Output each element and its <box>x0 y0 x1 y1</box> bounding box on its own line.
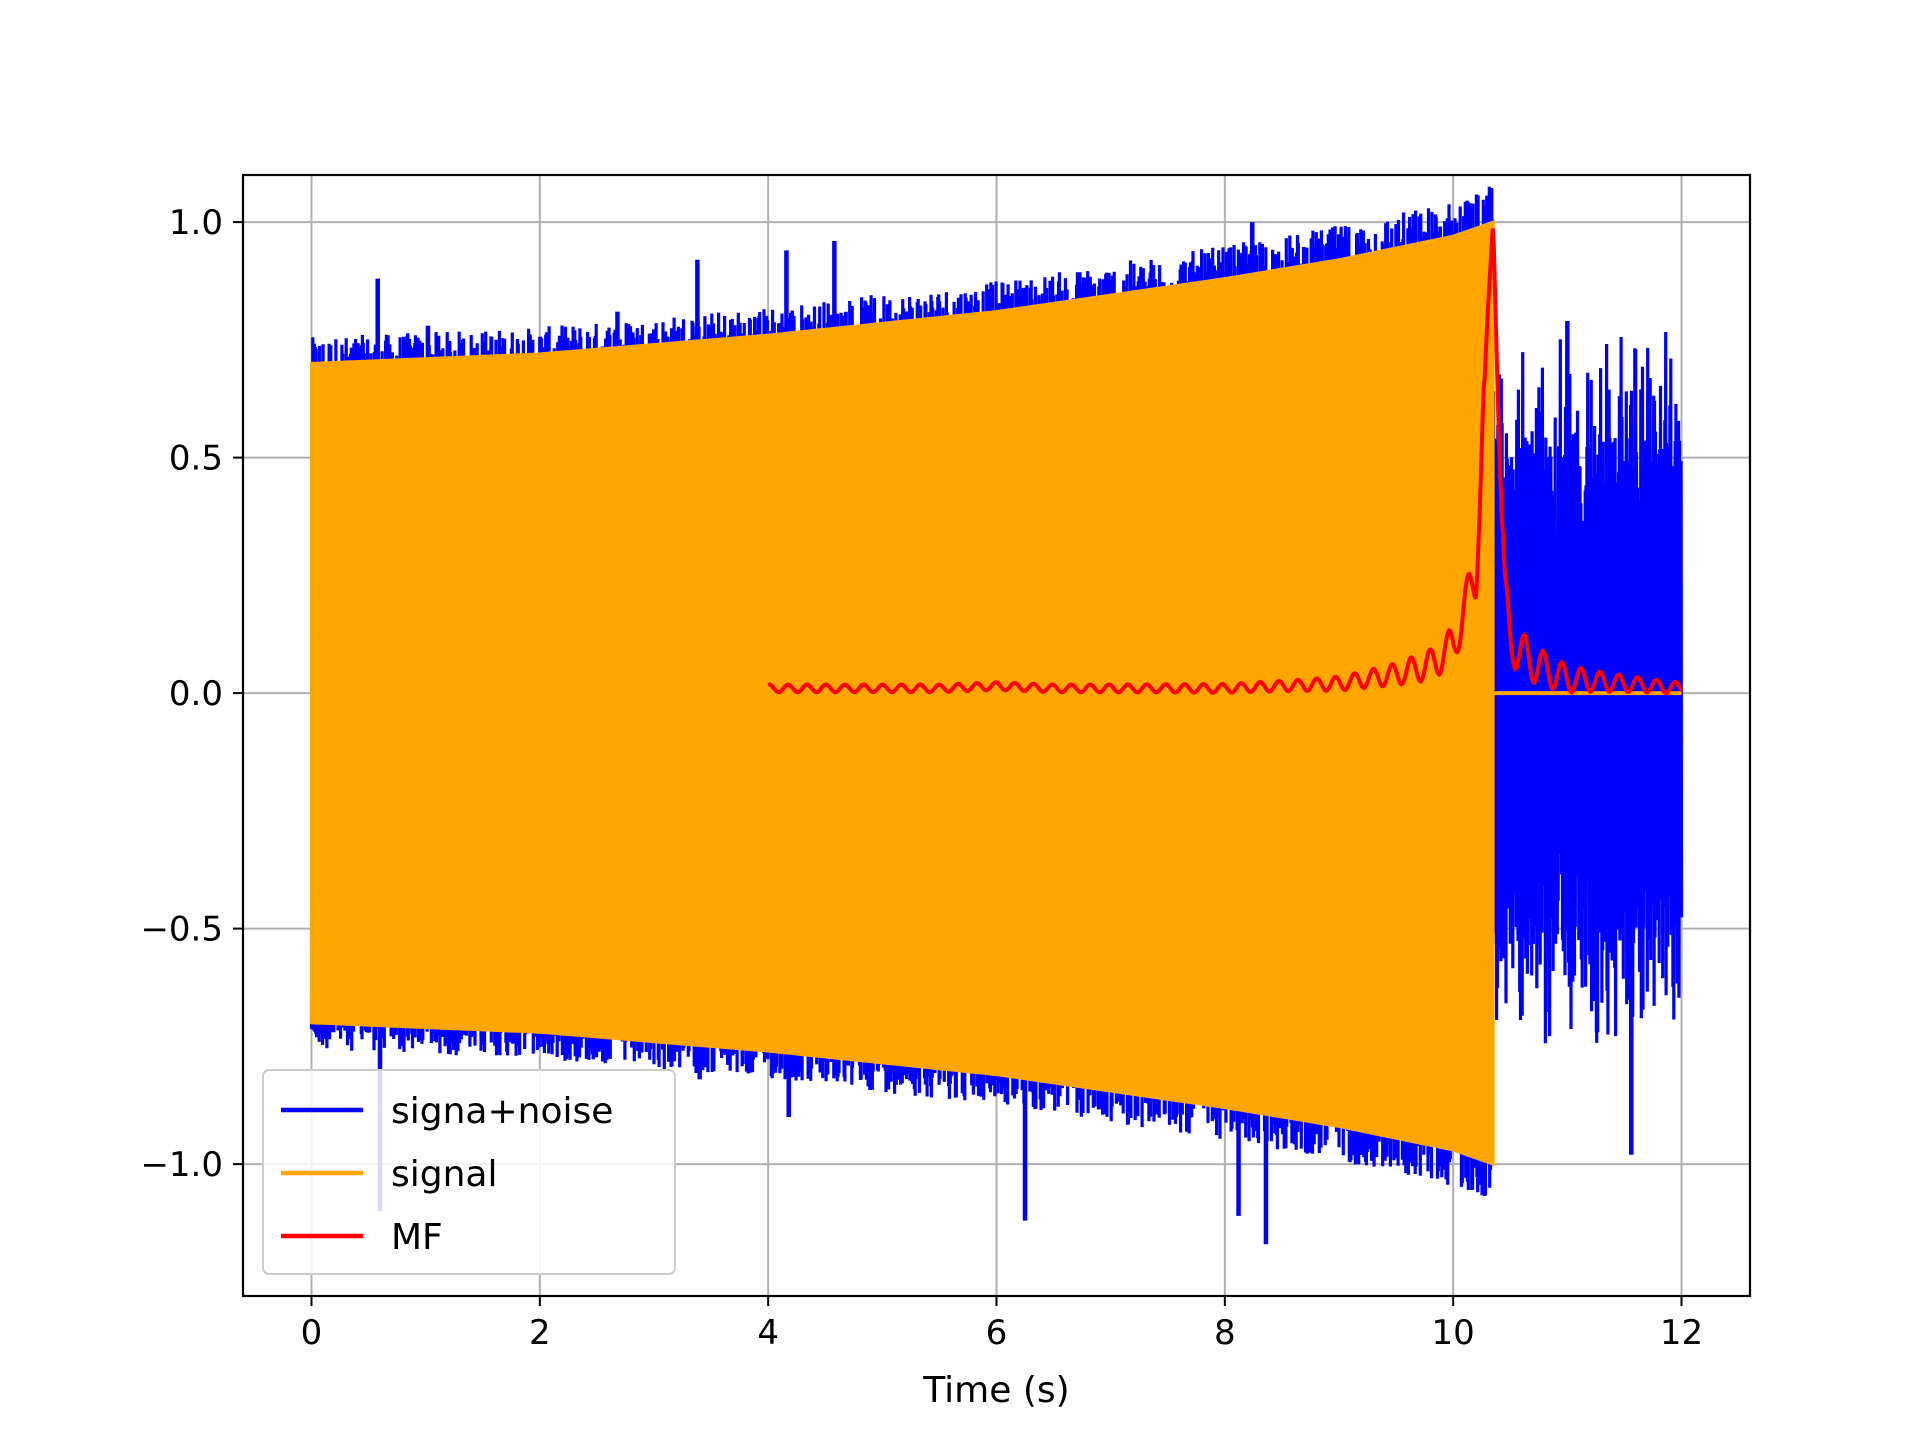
y-tick-label: −0.5 <box>140 910 223 950</box>
ticks: 0 2 4 6 8 10 12 1.0 0.5 0.0 −0.5 −1.0 <box>140 203 1703 1353</box>
legend: signa+noise signal MF <box>262 1069 676 1275</box>
legend-box <box>262 1069 676 1275</box>
legend-label: signal <box>391 1154 498 1195</box>
x-tick-label: 6 <box>986 1313 1008 1353</box>
x-tick-label: 8 <box>1214 1313 1236 1353</box>
x-tick-label: 4 <box>757 1313 779 1353</box>
legend-label: signa+noise <box>391 1091 613 1132</box>
series-signal-line <box>310 223 1495 1165</box>
y-tick-label: −1.0 <box>140 1145 223 1185</box>
series-mf-line <box>767 228 1684 696</box>
y-tick-label: 0.0 <box>169 674 223 714</box>
x-tick-label: 0 <box>301 1313 323 1353</box>
x-tick-label: 10 <box>1432 1313 1475 1353</box>
x-tick-label: 2 <box>529 1313 551 1353</box>
legend-label: MF <box>391 1217 443 1258</box>
x-axis-title: Time (s) <box>922 1370 1069 1411</box>
y-tick-label: 1.0 <box>169 203 223 243</box>
plot-area <box>309 186 1684 1245</box>
x-tick-label: 12 <box>1660 1313 1703 1353</box>
y-tick-label: 0.5 <box>169 439 223 479</box>
